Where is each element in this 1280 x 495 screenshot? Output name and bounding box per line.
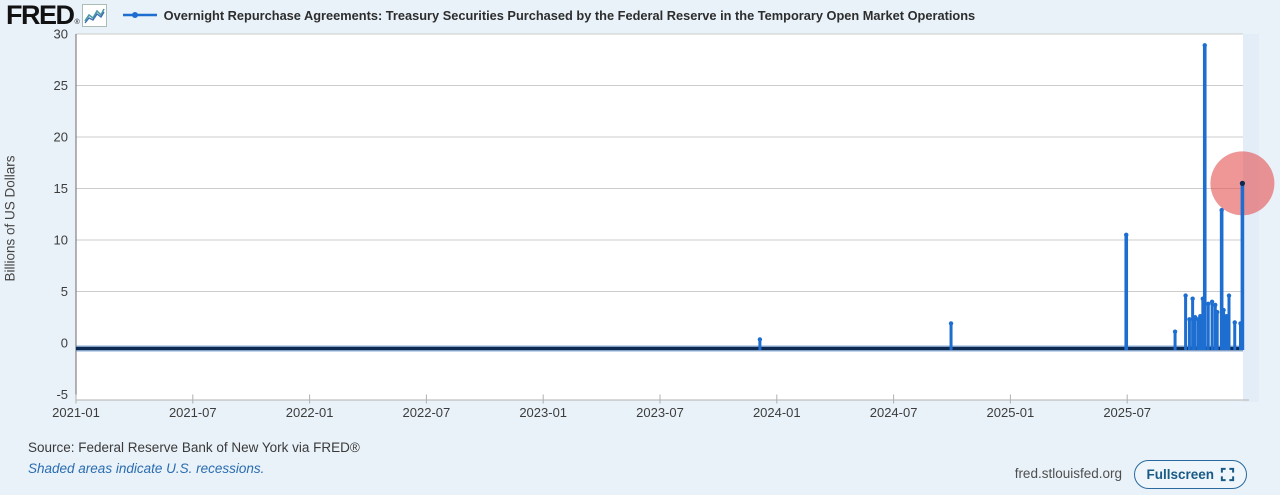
fullscreen-label: Fullscreen: [1146, 467, 1214, 482]
source-note: Source: Federal Reserve Bank of New York…: [28, 440, 360, 455]
registered-trademark: ®: [74, 19, 80, 26]
fullscreen-button[interactable]: Fullscreen: [1134, 460, 1247, 489]
data-point-marker: [1192, 315, 1198, 320]
data-point-marker: [757, 337, 763, 342]
x-tick-label: 2024-01: [753, 405, 801, 420]
line-chart-icon: [81, 3, 107, 27]
y-tick-label: 30: [54, 27, 68, 42]
data-point-marker: [1172, 329, 1178, 334]
x-tick-label: 2023-01: [519, 405, 567, 420]
final-data-point: [1239, 180, 1246, 186]
x-tick-label: 2025-01: [987, 405, 1035, 420]
data-point-marker: [948, 321, 954, 326]
y-tick-label: 10: [54, 233, 68, 248]
y-tick-label: -5: [56, 387, 68, 402]
x-tick-label: 2021-01: [52, 405, 100, 420]
data-point-marker: [1190, 296, 1195, 301]
x-tick-label: 2023-07: [636, 405, 684, 420]
data-point-marker: [1226, 293, 1232, 298]
data-point-marker: [1202, 43, 1207, 48]
chart-header: FRED ® Overnight Repurchase Agreements: …: [6, 0, 975, 30]
data-point-marker: [1219, 207, 1224, 213]
data-point-marker: [1124, 232, 1129, 238]
data-point-marker: [1209, 299, 1215, 304]
site-url: fred.stlouisfed.org: [1014, 466, 1122, 481]
data-point-marker: [1187, 317, 1192, 322]
y-tick-label: 0: [61, 336, 68, 351]
y-tick-label: 25: [54, 78, 68, 93]
x-tick-label: 2024-07: [870, 405, 918, 420]
series-legend-marker: [122, 12, 157, 18]
x-tick-label: 2021-07: [169, 405, 217, 420]
data-point-marker: [1206, 301, 1211, 307]
data-point-marker: [1221, 307, 1226, 313]
y-axis-title: Billions of US Dollars: [2, 155, 18, 282]
plot-area: [76, 34, 1243, 400]
x-tick-label: 2022-01: [286, 405, 334, 420]
recessions-note-link[interactable]: Shaded areas indicate U.S. recessions.: [28, 461, 265, 476]
y-tick-label: 15: [54, 181, 68, 196]
x-tick-label: 2025-07: [1103, 405, 1151, 420]
y-tick-label: 5: [61, 284, 68, 299]
y-tick-label: 20: [54, 130, 68, 145]
data-point-marker: [1232, 320, 1237, 325]
data-point-marker: [1213, 302, 1218, 308]
data-point-marker: [1214, 309, 1220, 315]
fred-logo[interactable]: FRED: [6, 0, 75, 30]
data-point-marker: [1183, 293, 1188, 298]
series-title: Overnight Repurchase Agreements: Treasur…: [163, 7, 976, 23]
fullscreen-icon: [1220, 467, 1235, 482]
plot-right-strip: [1243, 34, 1259, 402]
x-tick-label: 2022-07: [403, 405, 451, 420]
